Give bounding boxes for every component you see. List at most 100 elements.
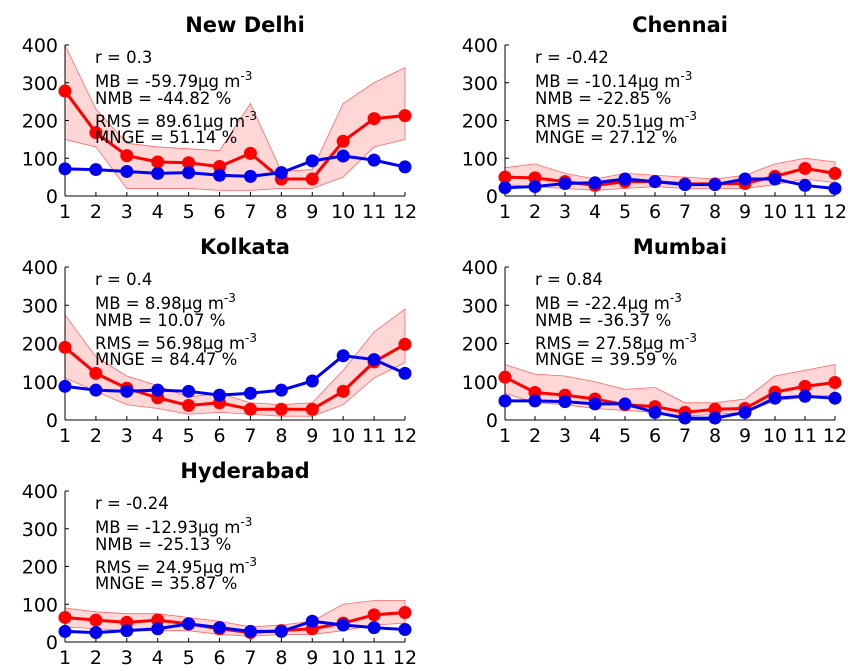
x-tick-label: 4 bbox=[152, 425, 164, 447]
x-tick-label: 6 bbox=[213, 201, 225, 223]
data-point bbox=[336, 349, 350, 363]
stat-annotation: RMS = 27.58µg m-3 bbox=[535, 331, 697, 353]
data-point bbox=[708, 411, 722, 425]
data-point bbox=[58, 624, 72, 638]
stat-superscript: -3 bbox=[240, 69, 252, 83]
data-point bbox=[120, 384, 134, 398]
data-point bbox=[182, 398, 196, 412]
data-point bbox=[828, 391, 842, 405]
chart-title: New Delhi bbox=[185, 13, 305, 37]
data-point bbox=[336, 384, 350, 398]
data-point bbox=[58, 610, 72, 624]
stat-text: NMB = 10.07 % bbox=[95, 311, 225, 330]
stat-text: MB = -10.14µg m bbox=[535, 72, 680, 91]
chart-title: Mumbai bbox=[633, 235, 727, 259]
y-tick-label: 0 bbox=[486, 410, 498, 432]
chart-title: Chennai bbox=[632, 13, 728, 37]
stat-annotation: NMB = -44.82 % bbox=[95, 89, 231, 108]
x-tick-label: 9 bbox=[739, 425, 751, 447]
data-point bbox=[828, 181, 842, 195]
data-point bbox=[274, 383, 288, 397]
x-tick-label: 1 bbox=[59, 425, 71, 447]
data-point bbox=[367, 621, 381, 635]
data-point bbox=[336, 618, 350, 632]
x-tick-label: 1 bbox=[499, 425, 511, 447]
stat-text: MB = -59.79µg m bbox=[95, 72, 240, 91]
data-point bbox=[213, 168, 227, 182]
data-point bbox=[738, 172, 752, 186]
x-tick-label: 3 bbox=[559, 201, 571, 223]
data-point bbox=[738, 405, 752, 419]
x-tick-label: 4 bbox=[152, 647, 164, 669]
stat-annotation: MB = -12.93µg m-3 bbox=[95, 515, 252, 537]
x-tick-label: 7 bbox=[679, 201, 691, 223]
x-tick-label: 7 bbox=[244, 425, 256, 447]
x-tick-label: 5 bbox=[183, 425, 195, 447]
stat-text: r = 0.84 bbox=[535, 270, 603, 289]
data-point bbox=[398, 606, 412, 620]
uncertainty-band bbox=[64, 44, 406, 191]
stat-annotation: r = 0.3 bbox=[95, 48, 152, 67]
data-point bbox=[58, 340, 72, 354]
data-point bbox=[798, 178, 812, 192]
y-tick-label: 100 bbox=[22, 372, 58, 394]
data-point bbox=[498, 394, 512, 408]
stat-annotation: RMS = 56.98µg m-3 bbox=[95, 331, 257, 353]
stat-text: RMS = 20.51µg m bbox=[535, 112, 685, 131]
y-tick-label: 400 bbox=[22, 257, 58, 279]
data-point bbox=[89, 366, 103, 380]
data-point bbox=[798, 161, 812, 175]
x-tick-label: 8 bbox=[275, 201, 287, 223]
x-tick-label: 11 bbox=[362, 201, 386, 223]
x-tick-label: 9 bbox=[306, 647, 318, 669]
x-tick-label: 3 bbox=[121, 425, 133, 447]
stat-superscript: -3 bbox=[245, 109, 257, 123]
data-point bbox=[89, 383, 103, 397]
data-point bbox=[213, 388, 227, 402]
y-tick-label: 200 bbox=[22, 111, 58, 133]
stat-text: NMB = -25.13 % bbox=[95, 535, 231, 554]
x-tick-label: 8 bbox=[275, 425, 287, 447]
stat-annotation: MNGE = 35.87 % bbox=[95, 574, 237, 593]
x-tick-label: 10 bbox=[763, 201, 787, 223]
data-point bbox=[243, 624, 257, 638]
data-point bbox=[678, 411, 692, 425]
stat-superscript: -3 bbox=[245, 331, 257, 345]
x-tick-label: 9 bbox=[739, 201, 751, 223]
data-point bbox=[120, 624, 134, 638]
stat-text: MNGE = 84.47 % bbox=[95, 350, 237, 369]
x-tick-label: 11 bbox=[362, 647, 386, 669]
data-point bbox=[678, 178, 692, 192]
chart-title: Kolkata bbox=[200, 235, 290, 259]
data-point bbox=[367, 153, 381, 167]
y-tick-label: 0 bbox=[486, 186, 498, 208]
stat-annotation: MB = -22.4µg m-3 bbox=[535, 291, 682, 313]
y-tick-label: 300 bbox=[22, 519, 58, 541]
stat-text: NMB = -36.37 % bbox=[535, 311, 671, 330]
x-tick-label: 6 bbox=[213, 425, 225, 447]
data-point bbox=[305, 154, 319, 168]
data-point bbox=[274, 402, 288, 416]
stat-superscript: -3 bbox=[240, 515, 252, 529]
y-tick-label: 0 bbox=[46, 632, 58, 654]
data-point bbox=[398, 366, 412, 380]
x-tick-label: 3 bbox=[559, 425, 571, 447]
x-tick-label: 10 bbox=[763, 425, 787, 447]
y-tick-label: 200 bbox=[22, 557, 58, 579]
x-tick-label: 11 bbox=[793, 201, 817, 223]
data-point bbox=[398, 623, 412, 637]
x-tick-label: 4 bbox=[152, 201, 164, 223]
stat-annotation: r = 0.4 bbox=[95, 270, 152, 289]
y-tick-label: 300 bbox=[462, 295, 498, 317]
x-tick-label: 6 bbox=[649, 201, 661, 223]
data-point bbox=[182, 384, 196, 398]
x-tick-label: 2 bbox=[529, 425, 541, 447]
data-point bbox=[243, 146, 257, 160]
data-point bbox=[151, 166, 165, 180]
stat-text: r = 0.4 bbox=[95, 270, 152, 289]
y-tick-label: 0 bbox=[46, 186, 58, 208]
data-point bbox=[336, 134, 350, 148]
x-tick-label: 2 bbox=[90, 425, 102, 447]
